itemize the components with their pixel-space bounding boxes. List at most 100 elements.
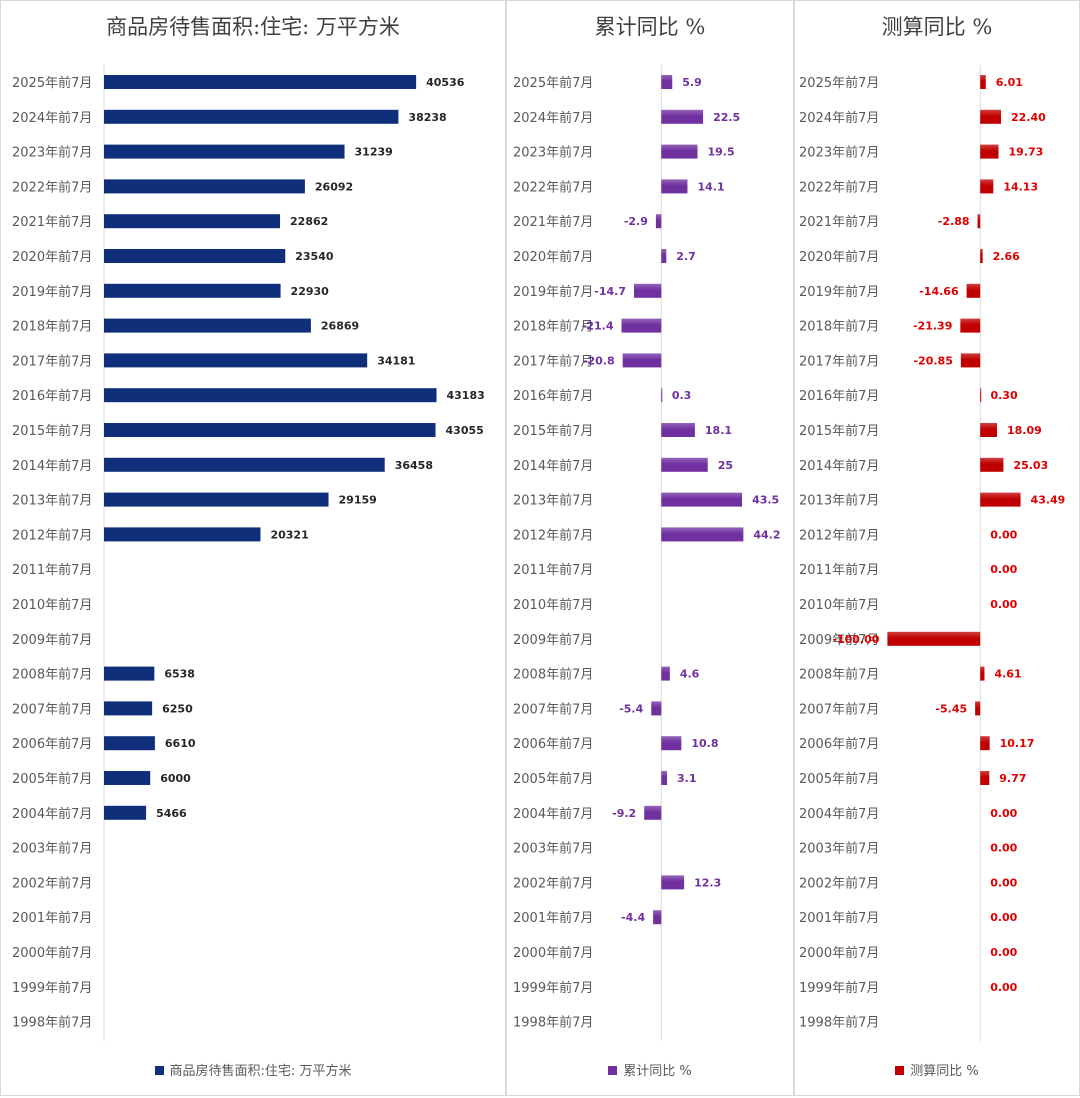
data-label: 6.01 (996, 76, 1023, 89)
data-label: 25.03 (1013, 459, 1048, 472)
data-label: 4.6 (680, 668, 700, 681)
bar (661, 457, 708, 472)
data-label: 0.00 (990, 981, 1017, 994)
category-label: 1998年前7月 (12, 1015, 92, 1031)
bar (104, 179, 305, 194)
data-label: 43055 (446, 424, 484, 437)
data-label: -21.4 (582, 320, 614, 333)
bar (980, 771, 990, 785)
category-label: 2018年前7月 (799, 319, 879, 335)
category-label: 2021年前7月 (513, 214, 593, 230)
data-label: 20321 (270, 528, 308, 541)
category-label: 2014年前7月 (12, 458, 92, 474)
bar (104, 75, 417, 89)
bar (661, 249, 667, 263)
bar (661, 666, 670, 681)
bar (104, 214, 281, 229)
category-label: 2012年前7月 (513, 527, 593, 543)
category-label: 2007年前7月 (513, 701, 593, 717)
category-label: 2015年前7月 (513, 423, 593, 439)
category-label: 2000年前7月 (799, 945, 879, 961)
data-label: 22930 (291, 285, 330, 298)
data-label: 9.77 (999, 772, 1026, 785)
data-label: 22.40 (1011, 111, 1046, 124)
category-label: 2017年前7月 (799, 353, 879, 369)
data-label: 34181 (377, 354, 415, 367)
bar (980, 144, 999, 159)
bar (104, 771, 151, 785)
data-label: 2.7 (676, 250, 696, 263)
data-label: 0.00 (990, 598, 1017, 611)
bar (622, 353, 662, 368)
data-label: 44.2 (753, 528, 780, 541)
bar (104, 666, 155, 681)
category-label: 2023年前7月 (12, 145, 92, 161)
bar (104, 423, 436, 437)
bar (104, 805, 147, 820)
data-label: 40536 (426, 76, 465, 89)
category-label: 2013年前7月 (513, 493, 593, 509)
category-label: 2016年前7月 (799, 388, 879, 404)
category-label: 2001年前7月 (799, 910, 879, 926)
chart-panel-cumulative-yoy: 累计同比 % 2025年前7月 5.9 2024年前7月 22.5 2023年前7月 19… (506, 0, 794, 1096)
data-label: -5.45 (935, 702, 967, 715)
bar (104, 283, 281, 298)
data-label: -21.39 (913, 320, 952, 333)
data-label: 25 (718, 459, 733, 472)
bar (980, 75, 986, 89)
data-label: 18.1 (705, 424, 732, 437)
data-label: 23540 (295, 250, 334, 263)
category-label: 2004年前7月 (513, 806, 593, 822)
chart-title-inventory: 商品房待售面积:住宅: 万平方米 (106, 15, 400, 39)
bar (661, 388, 663, 403)
bar (104, 318, 311, 333)
category-label: 2010年前7月 (799, 597, 879, 613)
category-label: 2011年前7月 (513, 562, 593, 578)
category-label: 2008年前7月 (12, 667, 92, 683)
category-label: 2014年前7月 (799, 458, 879, 474)
category-label: 2017年前7月 (513, 353, 593, 369)
calculated-yoy-bar-chart: 2025年前7月 6.01 2024年前7月 22.40 2023年前7月 19.73 20… (799, 65, 1065, 1041)
bar (633, 283, 662, 298)
category-label: 2025年前7月 (513, 75, 593, 91)
category-label: 2004年前7月 (799, 806, 879, 822)
category-label: 2008年前7月 (799, 667, 879, 683)
category-label: 2004年前7月 (12, 806, 92, 822)
category-label: 2003年前7月 (513, 841, 593, 857)
bar (980, 109, 1001, 124)
category-label: 2005年前7月 (513, 771, 593, 787)
category-label: 2018年前7月 (12, 319, 92, 335)
category-label: 2009年前7月 (513, 632, 593, 648)
category-label: 2012年前7月 (12, 527, 92, 543)
bar (104, 527, 261, 542)
category-label: 2025年前7月 (12, 75, 92, 91)
data-label: 0.00 (990, 911, 1017, 924)
category-label: 2024年前7月 (12, 110, 92, 126)
category-label: 2024年前7月 (513, 110, 593, 126)
data-label: 26869 (321, 320, 359, 333)
data-label: -4.4 (621, 911, 645, 924)
bar (621, 318, 662, 333)
category-label: 2002年前7月 (513, 875, 593, 891)
category-label: 2017年前7月 (12, 353, 92, 369)
bar (655, 214, 662, 229)
data-label: 31239 (355, 146, 393, 159)
category-label: 2009年前7月 (12, 632, 92, 648)
category-label: 2018年前7月 (513, 319, 593, 335)
bar (980, 736, 990, 751)
category-label: 2007年前7月 (12, 701, 92, 717)
category-label: 2005年前7月 (799, 771, 879, 787)
category-label: 2009年前7月 (799, 632, 879, 648)
category-label: 2002年前7月 (799, 875, 879, 891)
bar (661, 423, 695, 437)
bar (980, 388, 982, 403)
data-label: 26092 (315, 180, 353, 193)
bar (975, 701, 981, 716)
bar (960, 353, 981, 368)
category-label: 2010年前7月 (513, 597, 593, 613)
category-label: 2022年前7月 (799, 179, 879, 195)
category-label: 2015年前7月 (799, 423, 879, 439)
bar (661, 179, 688, 194)
category-label: 2021年前7月 (12, 214, 92, 230)
bar (651, 701, 662, 716)
